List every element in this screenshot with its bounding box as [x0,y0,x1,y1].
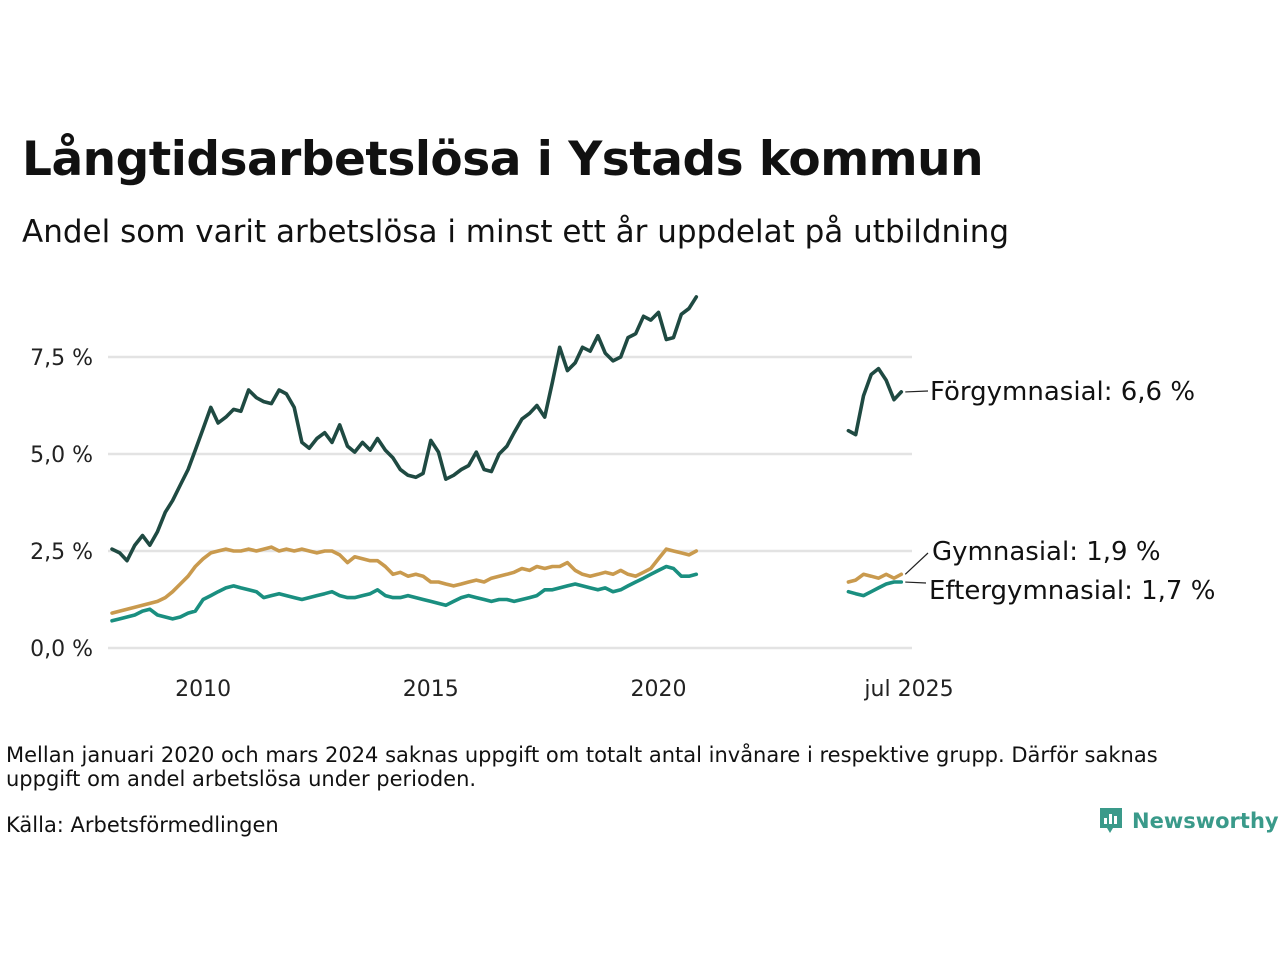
line-chart: 0,0 % 2,5 % 5,0 % 7,5 % 2010 2015 2020 jul 2025… [30,295,1215,702]
series-line-gymnasial-0 [110,545,699,615]
brand-name: Newsworthy [1132,809,1279,833]
series-line-förgymnasial-0 [110,295,699,563]
source-text: Källa: Arbetsförmedlingen [6,813,279,837]
y-tick-label: 2,5 % [30,540,93,565]
leader-line [905,581,927,584]
chart-title: Långtidsarbetslösa i Ystads kommun [22,132,984,187]
chart-subtitle: Andel som varit arbetslösa i minst ett å… [22,214,1010,250]
x-tick-label: 2015 [403,677,459,702]
x-tick-label: 2020 [631,677,687,702]
series-line-gymnasial-1 [846,572,904,584]
x-tick-label: jul 2025 [863,677,953,702]
series-end-label: Gymnasial: 1,9 % [932,537,1161,567]
y-tick-label: 0,0 % [30,637,93,662]
leader-line [905,390,929,393]
footnote: Mellan januari 2020 och mars 2024 saknas… [6,743,1158,791]
series-end-label: Förgymnasial: 6,6 % [930,377,1195,407]
series-line-förgymnasial-1 [846,366,904,437]
leader-line [904,552,929,575]
brand-logo: Newsworthy [1098,806,1279,836]
y-tick-label: 7,5 % [30,346,93,371]
series-line-eftergymnasial-1 [846,580,904,598]
series-end-label: Eftergymnasial: 1,7 % [929,576,1215,606]
y-tick-label: 5,0 % [30,443,93,468]
x-tick-label: 2010 [175,677,231,702]
newsworthy-logo-icon [1100,808,1122,833]
series-line-eftergymnasial-0 [110,564,699,623]
